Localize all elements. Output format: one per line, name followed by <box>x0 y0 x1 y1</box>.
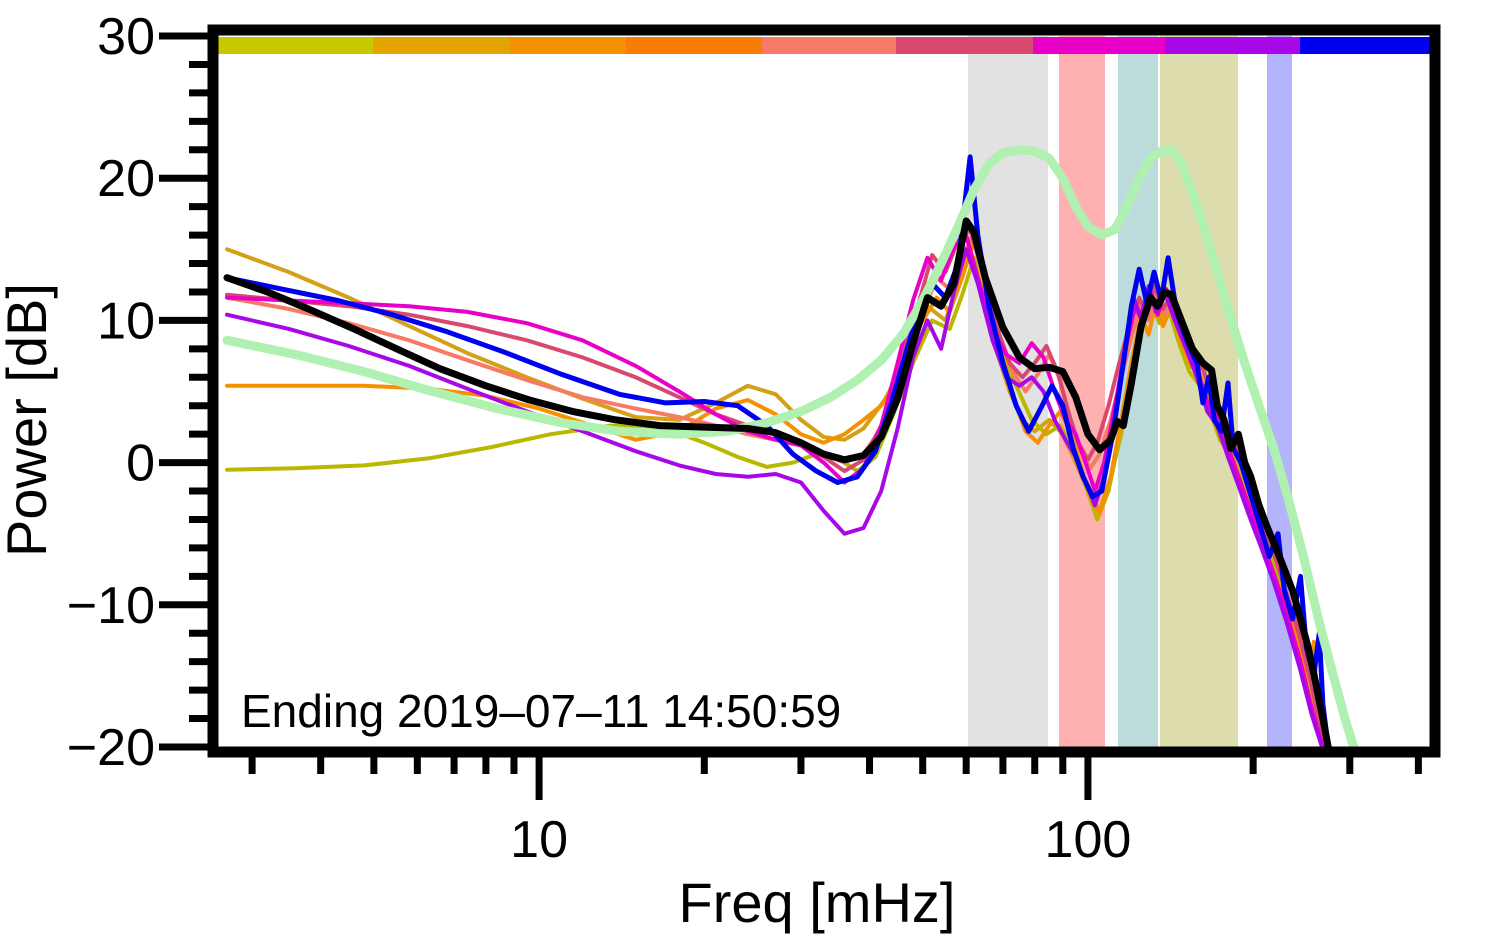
band-cyan <box>1118 36 1158 747</box>
colorbar-segment-1 <box>373 37 510 54</box>
colorbar-segment-7 <box>1165 37 1300 54</box>
series-curve-lightgreen <box>222 145 1359 752</box>
x-axis-label: Freq [mHz] <box>679 871 956 934</box>
series-mean <box>223 217 1332 751</box>
axis-ticks <box>159 32 1422 800</box>
axes-frame <box>207 24 1441 758</box>
colorbar-segment-8 <box>1300 37 1432 54</box>
colorbar-segment-4 <box>762 37 896 54</box>
colorbar-segment-0 <box>216 37 373 54</box>
x-tick-label: 100 <box>1045 811 1132 869</box>
colorbar-segment-2 <box>510 37 626 54</box>
y-tick-label: 0 <box>126 435 155 493</box>
band-pink <box>1059 36 1105 747</box>
series-curve-magenta <box>225 233 1325 749</box>
top-colorbar <box>216 37 1432 54</box>
x-tick-label: 10 <box>510 811 568 869</box>
colorbar-segment-5 <box>896 37 1033 54</box>
y-tick-label: −20 <box>67 719 155 777</box>
series-group <box>222 145 1359 752</box>
series-curve-blue <box>224 154 1331 750</box>
y-axis-label: Power [dB] <box>0 283 58 557</box>
y-tick-label: 10 <box>97 292 155 350</box>
y-tick-label: −10 <box>67 577 155 635</box>
y-tick-label: 30 <box>97 8 155 66</box>
band-lavender <box>1267 36 1292 747</box>
colorbar-segment-3 <box>626 37 762 54</box>
colorbar-segment-6 <box>1033 37 1165 54</box>
y-tick-label: 20 <box>97 150 155 208</box>
ending-timestamp-annotation: Ending 2019‒07‒11 14:50:59 <box>241 685 841 737</box>
